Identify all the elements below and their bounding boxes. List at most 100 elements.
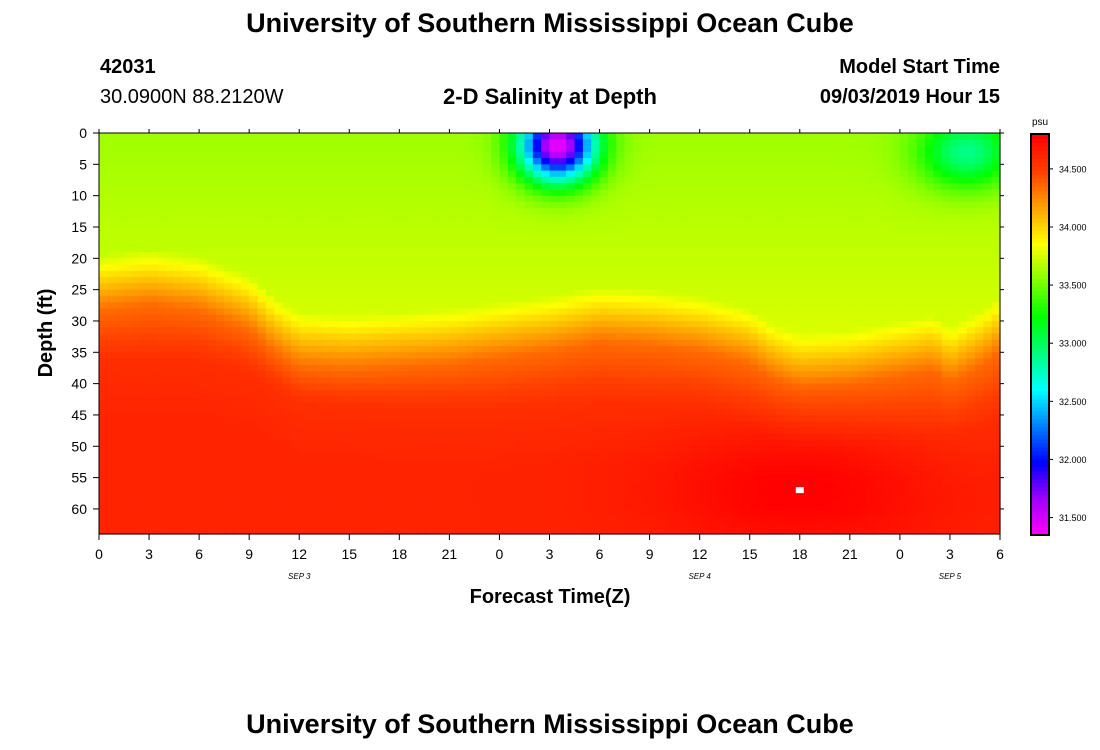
heatmap-cell bbox=[883, 320, 893, 328]
heatmap-cell bbox=[315, 339, 325, 347]
heatmap-cell bbox=[616, 239, 626, 247]
heatmap-cell bbox=[374, 239, 384, 247]
heatmap-cell bbox=[140, 233, 150, 241]
heatmap-cell bbox=[215, 133, 225, 140]
heatmap-cell bbox=[324, 402, 334, 410]
heatmap-cell bbox=[382, 252, 392, 259]
heatmap-cell bbox=[407, 327, 417, 335]
heatmap-cell bbox=[749, 133, 759, 140]
heatmap-cell bbox=[390, 258, 400, 266]
heatmap-cell bbox=[199, 377, 209, 385]
heatmap-cell bbox=[916, 383, 926, 391]
heatmap-cell bbox=[257, 239, 267, 247]
heatmap-cell bbox=[174, 308, 184, 316]
heatmap-cell bbox=[891, 283, 901, 291]
heatmap-cell bbox=[299, 252, 309, 259]
heatmap-cell bbox=[541, 333, 551, 341]
heatmap-cell bbox=[541, 158, 551, 165]
heatmap-cell bbox=[582, 277, 592, 284]
heatmap-cell bbox=[891, 302, 901, 310]
heatmap-cell bbox=[232, 264, 242, 272]
heatmap-cell bbox=[416, 302, 425, 310]
heatmap-cell bbox=[758, 133, 767, 140]
heatmap-cell bbox=[541, 364, 551, 372]
heatmap-cell bbox=[265, 320, 275, 328]
heatmap-cell bbox=[299, 245, 309, 253]
heatmap-cell bbox=[190, 402, 200, 410]
heatmap-cell bbox=[733, 239, 742, 247]
heatmap-cell bbox=[557, 176, 567, 184]
heatmap-cell bbox=[657, 145, 667, 153]
heatmap-cell bbox=[524, 151, 534, 159]
heatmap-cell bbox=[833, 414, 843, 422]
heatmap-cell bbox=[349, 346, 359, 353]
heatmap-cell bbox=[407, 145, 417, 153]
heatmap-cell bbox=[507, 270, 517, 278]
heatmap-cell bbox=[207, 283, 217, 291]
heatmap-cell bbox=[983, 396, 993, 404]
heatmap-cell bbox=[340, 133, 350, 140]
heatmap-cell bbox=[516, 314, 526, 322]
heatmap-cell bbox=[466, 389, 476, 397]
heatmap-cell bbox=[708, 396, 717, 404]
heatmap-cell bbox=[724, 164, 734, 172]
heatmap-cell bbox=[708, 333, 717, 341]
heatmap-cell bbox=[632, 339, 642, 347]
heatmap-cell bbox=[666, 145, 676, 153]
heatmap-cell bbox=[457, 289, 467, 297]
heatmap-cell bbox=[991, 145, 1001, 153]
heatmap-cell bbox=[824, 258, 834, 266]
heatmap-cell bbox=[674, 189, 684, 197]
heatmap-cell bbox=[949, 151, 959, 159]
heatmap-cell bbox=[474, 264, 484, 272]
heatmap-cell bbox=[99, 201, 108, 209]
heatmap-cell bbox=[858, 302, 868, 310]
heatmap-cell bbox=[858, 402, 868, 410]
heatmap-cell bbox=[182, 277, 192, 284]
heatmap-cell bbox=[474, 289, 484, 297]
heatmap-cell bbox=[749, 220, 759, 228]
heatmap-cell bbox=[582, 346, 592, 353]
heatmap-cell bbox=[516, 258, 526, 266]
heatmap-cell bbox=[958, 358, 968, 366]
heatmap-cell bbox=[524, 352, 534, 360]
heatmap-cell bbox=[649, 252, 659, 259]
heatmap-cell bbox=[674, 364, 684, 372]
heatmap-cell bbox=[799, 314, 809, 322]
heatmap-cell bbox=[466, 208, 476, 216]
heatmap-cell bbox=[607, 358, 617, 366]
heatmap-cell bbox=[215, 164, 225, 172]
heatmap-cell bbox=[557, 339, 567, 347]
heatmap-cell bbox=[549, 139, 559, 147]
heatmap-cell bbox=[365, 277, 375, 284]
heatmap-cell bbox=[349, 151, 359, 159]
heatmap-cell bbox=[449, 133, 459, 140]
heatmap-cell bbox=[199, 396, 209, 404]
heatmap-cell bbox=[449, 364, 459, 372]
heatmap-cell bbox=[232, 371, 242, 378]
heatmap-cell bbox=[249, 189, 259, 197]
heatmap-cell bbox=[724, 214, 734, 222]
heatmap-cell bbox=[249, 214, 259, 222]
heatmap-cell bbox=[916, 220, 926, 228]
heatmap-cell bbox=[449, 320, 459, 328]
heatmap-cell bbox=[674, 245, 684, 253]
heatmap-cell bbox=[791, 414, 801, 422]
heatmap-cell bbox=[457, 327, 467, 335]
heatmap-cell bbox=[107, 233, 117, 241]
heatmap-cell bbox=[941, 333, 951, 341]
heatmap-cell bbox=[649, 176, 659, 184]
heatmap-cell bbox=[724, 339, 734, 347]
heatmap-cell bbox=[432, 158, 442, 165]
heatmap-cell bbox=[949, 195, 959, 203]
heatmap-cell bbox=[908, 333, 918, 341]
heatmap-cell bbox=[432, 264, 442, 272]
heatmap-cell bbox=[624, 201, 634, 209]
heatmap-cell bbox=[691, 383, 701, 391]
heatmap-cell bbox=[399, 314, 409, 322]
heatmap-cell bbox=[866, 145, 876, 153]
heatmap-cell bbox=[741, 183, 751, 190]
heatmap-cell bbox=[841, 176, 851, 184]
heatmap-cell bbox=[132, 183, 142, 190]
heatmap-cell bbox=[691, 170, 701, 178]
